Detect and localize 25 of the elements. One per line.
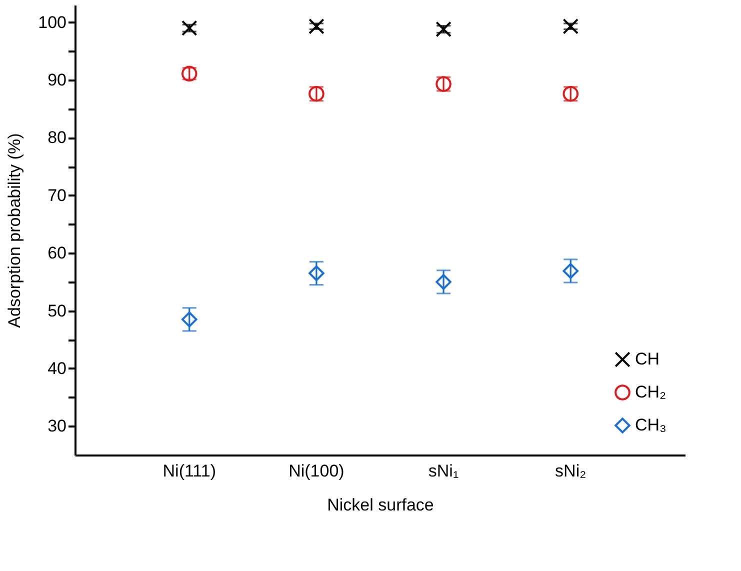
y-tick-label: 90 <box>48 70 66 90</box>
x-tick-label: Ni(111) <box>162 462 216 480</box>
point <box>181 312 198 328</box>
x-tick-label: Ni(100) <box>288 462 344 480</box>
y-axis-title: Adsorption probability (%) <box>5 133 24 328</box>
point <box>436 274 452 290</box>
y-tick-label: 60 <box>48 244 66 263</box>
point <box>308 18 324 34</box>
legend-label: CH₂ <box>635 382 666 402</box>
point <box>562 263 579 279</box>
x-tick-label: sNi₁ <box>428 462 459 480</box>
y-tick-label: 40 <box>48 358 66 378</box>
point <box>308 265 324 282</box>
point <box>181 20 198 36</box>
y-tick-label: 100 <box>38 12 66 32</box>
point <box>562 18 579 34</box>
y-tick-label: 30 <box>48 416 66 436</box>
legend-label: CH₃ <box>635 416 666 434</box>
legend-label: CH <box>635 350 660 368</box>
x-axis-title: Nickel surface <box>327 496 434 514</box>
y-tick-label: 50 <box>48 301 66 320</box>
point <box>436 21 452 38</box>
y-tick-label: 80 <box>48 128 66 148</box>
y-tick-label: 70 <box>48 186 66 205</box>
x-tick-label: sNi₂ <box>555 462 586 480</box>
